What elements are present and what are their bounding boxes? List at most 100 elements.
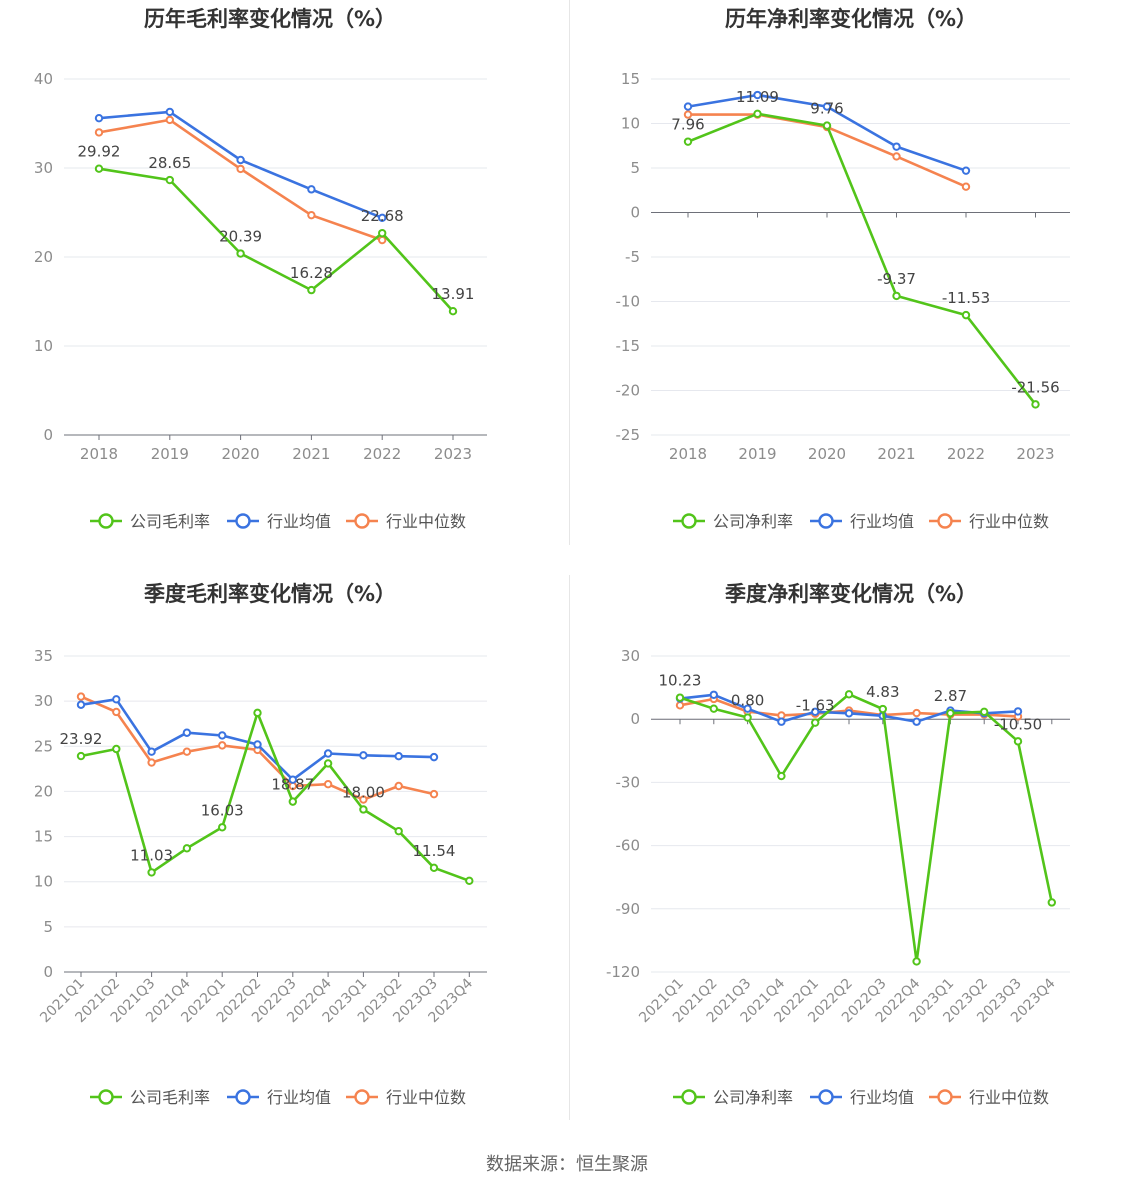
data-label: 11.09 (736, 88, 779, 106)
series-avg (76, 695, 439, 784)
data-point (76, 700, 86, 709)
data-point (683, 102, 693, 111)
data-point (683, 110, 693, 119)
data-point (1013, 707, 1023, 716)
x-tick-label: 2021 (877, 445, 915, 463)
legend-item-company[interactable]: 公司净利率 (673, 1088, 793, 1107)
legend-marker-icon (681, 513, 697, 529)
series-line (98, 167, 454, 313)
data-label: 18.00 (342, 783, 385, 801)
data-point (429, 789, 439, 799)
data-point (253, 740, 262, 749)
y-tick-label: 5 (630, 159, 640, 177)
legend[interactable]: 公司净利率 行业均值 行业中位数 (673, 1088, 1049, 1107)
data-point (743, 704, 752, 713)
legend[interactable]: 公司净利率 行业均值 行业中位数 (673, 512, 1049, 531)
legend-item-avg[interactable]: 行业均值 (227, 1088, 331, 1107)
series-median (94, 115, 387, 245)
data-label: 2.87 (934, 687, 967, 705)
legend-item-company[interactable]: 公司毛利率 (90, 1088, 210, 1107)
data-point (777, 717, 786, 726)
legend-item-avg[interactable]: 行业均值 (810, 512, 914, 531)
legend-label: 行业中位数 (969, 512, 1049, 531)
data-point (429, 752, 439, 762)
legend-marker-icon (681, 1089, 697, 1105)
chart-1: 历年毛利率变化情况（%） 0 10 20 30 40 2018 2019 2020 2021 202… (34, 7, 487, 531)
legend[interactable]: 公司毛利率 行业均值 行业中位数 (90, 1088, 466, 1107)
data-point (253, 708, 262, 718)
legend-marker-icon (818, 1089, 834, 1105)
legend-item-median[interactable]: 行业中位数 (929, 512, 1049, 531)
data-point (892, 142, 901, 151)
series-company (675, 690, 1057, 966)
legend-marker-icon (354, 1089, 370, 1105)
data-point (165, 107, 175, 117)
data-point (236, 249, 245, 258)
data-point (878, 704, 887, 714)
data-point (323, 749, 333, 758)
legend-marker-icon (818, 513, 834, 529)
data-point (892, 152, 901, 161)
x-tick-label: 2020 (808, 445, 846, 463)
data-point (218, 731, 227, 740)
data-point (709, 704, 718, 713)
y-tick-label: -30 (616, 773, 641, 791)
data-label: 22.68 (361, 207, 404, 225)
y-tick-label: 20 (34, 782, 53, 800)
data-point (743, 713, 752, 722)
data-point (946, 708, 955, 718)
data-point (182, 844, 192, 853)
y-tick-label: 15 (34, 828, 53, 846)
y-tick-label: -120 (606, 963, 640, 981)
legend-item-company[interactable]: 公司毛利率 (90, 512, 210, 531)
data-point (182, 728, 192, 737)
data-point (912, 708, 921, 718)
legend-item-median[interactable]: 行业中位数 (346, 1088, 466, 1107)
data-point (94, 128, 104, 137)
data-point (465, 876, 474, 886)
data-source-note: 数据来源：恒生聚源 (486, 1154, 648, 1175)
data-label: 0.80 (731, 692, 764, 710)
divider-top (569, 0, 570, 545)
data-point (359, 805, 368, 814)
data-label: 29.92 (78, 143, 121, 161)
chart-title: 历年毛利率变化情况（%） (144, 7, 396, 31)
data-point (218, 823, 227, 832)
legend-item-avg[interactable]: 行业均值 (227, 512, 331, 531)
data-point (961, 166, 971, 175)
data-point (378, 235, 387, 245)
data-point (394, 752, 403, 761)
legend-marker-icon (98, 513, 114, 529)
y-tick-label: 5 (43, 918, 53, 936)
legend-marker-icon (98, 1089, 114, 1105)
legend-item-median[interactable]: 行业中位数 (346, 512, 466, 531)
y-tick-label: -5 (625, 248, 640, 266)
y-tick-label: 20 (34, 248, 53, 266)
x-tick-label: 2022 (363, 445, 401, 463)
legend-item-avg[interactable]: 行业均值 (810, 1088, 914, 1107)
data-point (448, 307, 458, 316)
x-tick-label: 2019 (738, 445, 776, 463)
x-tick-label: 2018 (80, 445, 118, 463)
data-label: 4.83 (866, 683, 899, 701)
legend-item-median[interactable]: 行业中位数 (929, 1088, 1049, 1107)
data-point (394, 781, 403, 791)
y-tick-label: 30 (34, 159, 53, 177)
divider-bottom (569, 575, 570, 1120)
legend-item-company[interactable]: 公司净利率 (673, 512, 793, 531)
y-tick-label: -90 (616, 900, 641, 918)
series-company (94, 164, 458, 316)
x-tick-label: 2020 (222, 445, 260, 463)
data-label: 11.54 (413, 842, 456, 860)
legend-label: 公司毛利率 (130, 1088, 210, 1107)
series-line (98, 118, 383, 242)
data-point (236, 164, 245, 174)
legend[interactable]: 公司毛利率 行业均值 行业中位数 (90, 512, 466, 531)
data-point (912, 717, 921, 726)
data-point (288, 775, 297, 784)
x-tick-label: 2019 (151, 445, 189, 463)
legend-label: 行业均值 (850, 1088, 914, 1107)
data-point (378, 213, 387, 223)
data-label: 7.96 (671, 116, 704, 134)
